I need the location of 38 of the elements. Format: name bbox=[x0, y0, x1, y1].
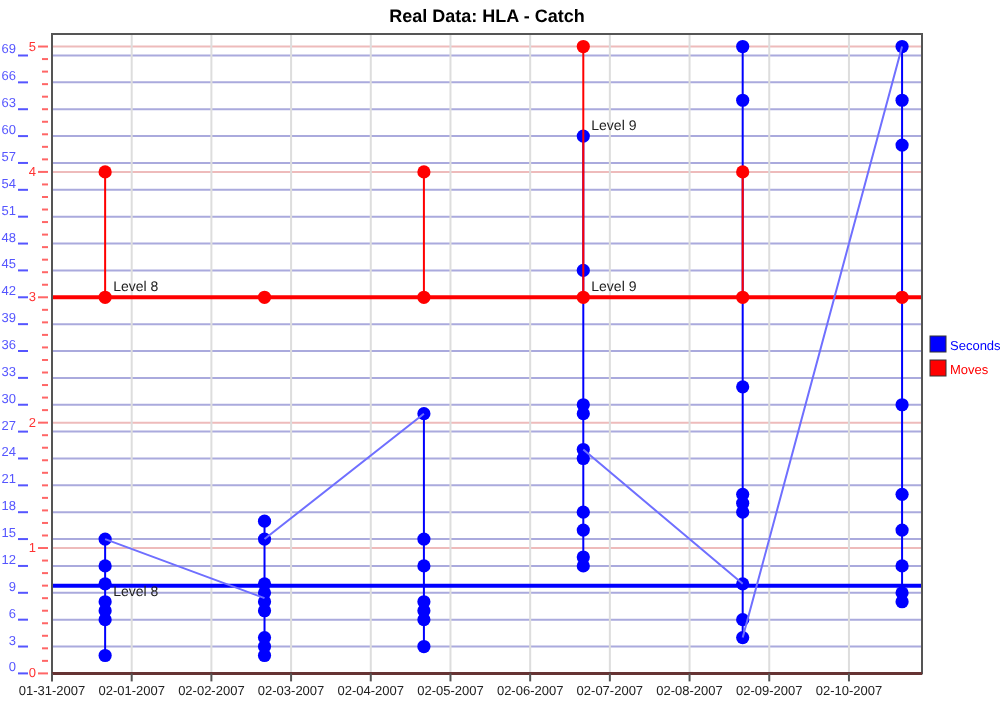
point bbox=[736, 577, 750, 591]
point bbox=[736, 380, 750, 394]
point bbox=[736, 165, 750, 179]
point bbox=[98, 595, 112, 609]
point bbox=[417, 595, 431, 609]
point bbox=[736, 39, 750, 54]
point bbox=[736, 93, 750, 107]
point bbox=[576, 290, 590, 304]
point bbox=[417, 165, 431, 179]
point bbox=[98, 577, 112, 591]
point bbox=[576, 523, 590, 537]
point bbox=[98, 559, 112, 573]
point bbox=[417, 559, 431, 573]
point bbox=[895, 523, 909, 537]
point bbox=[895, 93, 909, 107]
point bbox=[736, 487, 750, 501]
point bbox=[576, 550, 590, 564]
point bbox=[98, 165, 112, 179]
point bbox=[895, 559, 909, 573]
point bbox=[257, 577, 272, 591]
point bbox=[257, 290, 272, 304]
point bbox=[736, 290, 750, 304]
chart-title: Real Data: HLA - Catch bbox=[389, 6, 585, 26]
point bbox=[895, 290, 909, 304]
point bbox=[98, 648, 112, 663]
point bbox=[576, 398, 590, 412]
point bbox=[417, 639, 431, 654]
point bbox=[417, 532, 431, 546]
point bbox=[257, 630, 272, 645]
point bbox=[576, 505, 590, 519]
point bbox=[98, 290, 112, 304]
point bbox=[895, 487, 909, 501]
point bbox=[895, 586, 909, 600]
point bbox=[895, 138, 909, 152]
point bbox=[576, 39, 590, 54]
point bbox=[417, 290, 431, 304]
point bbox=[895, 398, 909, 412]
point bbox=[257, 514, 272, 528]
